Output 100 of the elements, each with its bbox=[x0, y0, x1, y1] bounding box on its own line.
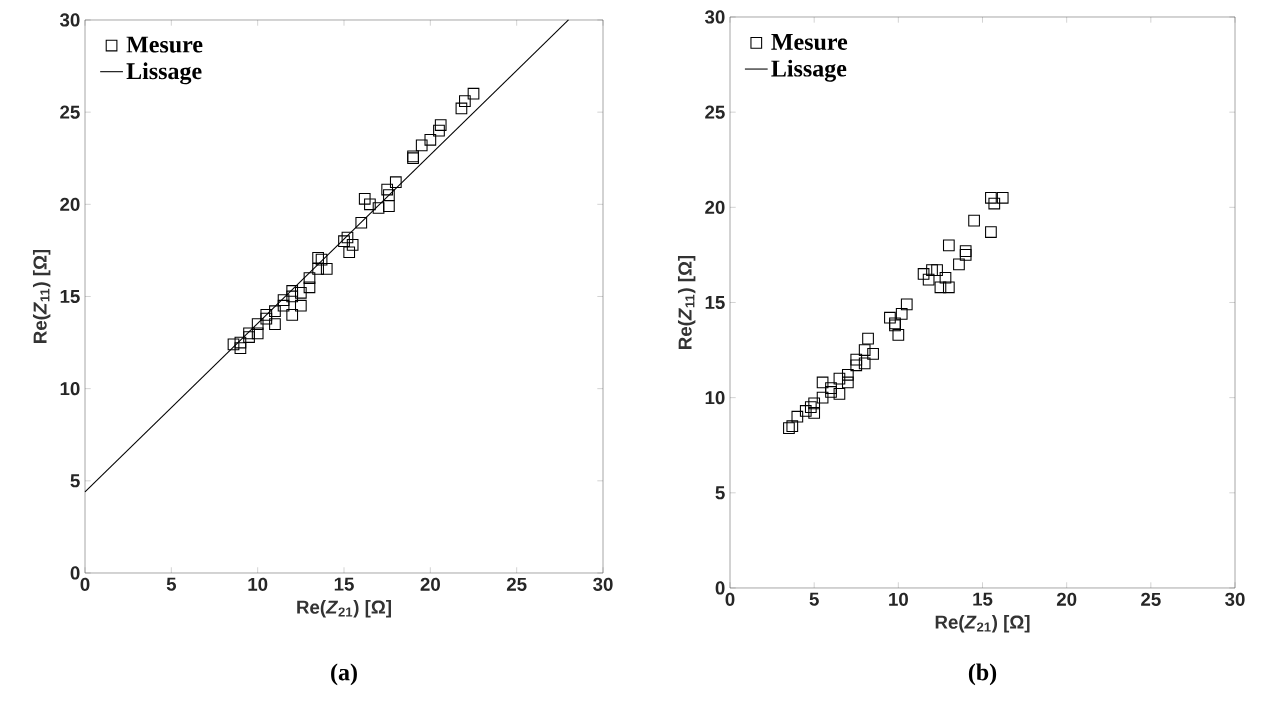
legend-label: Lissage bbox=[126, 62, 202, 85]
point bbox=[985, 191, 997, 204]
point bbox=[286, 309, 299, 321]
point bbox=[269, 305, 281, 318]
point bbox=[917, 268, 930, 280]
point bbox=[825, 386, 837, 398]
y-tick-label: 10 bbox=[705, 391, 725, 405]
point bbox=[286, 290, 299, 303]
point bbox=[791, 410, 804, 423]
point bbox=[294, 286, 307, 299]
x-tick-label: 25 bbox=[506, 577, 527, 591]
x-tick-label: 20 bbox=[1056, 592, 1077, 606]
y-tick-label: 25 bbox=[705, 105, 725, 119]
point bbox=[804, 401, 817, 414]
point bbox=[260, 309, 273, 321]
point bbox=[234, 336, 247, 349]
point bbox=[953, 258, 965, 271]
point bbox=[816, 391, 829, 404]
y-tick-label: 0 bbox=[70, 566, 80, 580]
y-tick-label: 15 bbox=[60, 289, 80, 304]
point bbox=[343, 246, 356, 259]
point bbox=[934, 281, 947, 294]
point bbox=[243, 331, 255, 343]
point bbox=[467, 87, 480, 100]
point bbox=[251, 318, 264, 331]
point bbox=[884, 311, 896, 324]
point bbox=[833, 372, 846, 385]
y-tick-label: 15 bbox=[705, 295, 725, 310]
point bbox=[277, 294, 290, 307]
point bbox=[415, 139, 428, 152]
x-axis-title: Re(Z$_{21}$) [Ω] bbox=[935, 615, 1030, 633]
legend-label: Mesure bbox=[771, 34, 848, 51]
point bbox=[364, 198, 376, 211]
point bbox=[338, 235, 350, 248]
point bbox=[433, 124, 445, 137]
y-tick-label: 20 bbox=[705, 200, 725, 214]
point bbox=[858, 357, 871, 370]
point bbox=[850, 359, 863, 372]
point bbox=[251, 327, 264, 340]
point bbox=[841, 368, 854, 381]
point bbox=[312, 262, 324, 275]
point bbox=[277, 299, 290, 312]
point bbox=[808, 407, 821, 419]
x-axis-title: Re(Z$_{21}$) [Ω] bbox=[297, 600, 391, 618]
point bbox=[900, 298, 913, 311]
y-tick-label: 25 bbox=[60, 105, 80, 119]
point bbox=[783, 422, 795, 434]
point bbox=[996, 191, 1009, 204]
x-tick-label: 10 bbox=[889, 592, 908, 606]
point bbox=[862, 332, 874, 345]
x-tick-label: 25 bbox=[1141, 592, 1161, 606]
point bbox=[816, 376, 829, 389]
point bbox=[850, 353, 863, 366]
point bbox=[939, 271, 952, 284]
point bbox=[799, 405, 812, 417]
point bbox=[455, 102, 468, 115]
x-tick-label: 30 bbox=[1225, 592, 1245, 606]
point bbox=[383, 200, 395, 213]
point bbox=[315, 253, 328, 266]
y-tick-label: 5 bbox=[70, 474, 80, 488]
point bbox=[985, 226, 997, 238]
point bbox=[341, 231, 354, 244]
point bbox=[227, 338, 240, 351]
point bbox=[260, 312, 273, 325]
y-tick-label: 30 bbox=[704, 10, 725, 24]
point bbox=[841, 376, 854, 389]
y-tick-label: 30 bbox=[59, 13, 80, 27]
point bbox=[269, 318, 281, 331]
point bbox=[825, 382, 837, 395]
x-tick-label: 5 bbox=[809, 592, 819, 606]
text: (a) bbox=[331, 663, 357, 686]
point bbox=[786, 420, 799, 433]
point bbox=[867, 348, 879, 360]
legend-label: Lissage bbox=[771, 59, 847, 82]
point bbox=[358, 192, 371, 205]
point bbox=[355, 216, 368, 229]
x-tick-label: 20 bbox=[420, 577, 440, 591]
point bbox=[389, 176, 402, 189]
point bbox=[931, 264, 943, 277]
point bbox=[892, 328, 905, 341]
y-tick-label: 20 bbox=[60, 197, 80, 211]
point bbox=[372, 202, 385, 214]
point bbox=[424, 133, 437, 146]
x-tick-label: 30 bbox=[593, 577, 613, 591]
legend-label: Mesure bbox=[126, 36, 203, 53]
point bbox=[243, 327, 255, 340]
point bbox=[968, 214, 980, 227]
point bbox=[434, 119, 447, 131]
point bbox=[312, 251, 324, 264]
x-tick-label: 0 bbox=[725, 592, 735, 606]
point bbox=[959, 249, 972, 261]
point bbox=[346, 239, 359, 251]
point bbox=[942, 281, 955, 294]
point bbox=[988, 197, 1001, 210]
x-tick-label: 5 bbox=[166, 577, 177, 591]
x-tick-label: 0 bbox=[80, 577, 90, 591]
text: (b) bbox=[968, 663, 997, 686]
point bbox=[381, 183, 394, 196]
point bbox=[294, 299, 307, 312]
point bbox=[833, 387, 846, 400]
